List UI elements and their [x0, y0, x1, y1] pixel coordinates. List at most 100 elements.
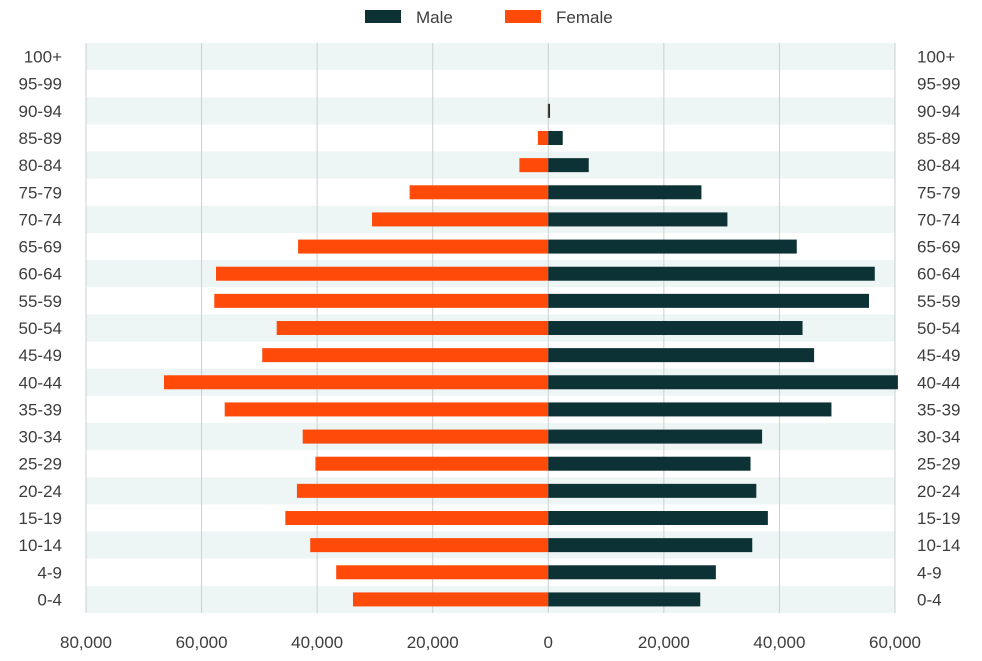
row-band: [86, 97, 895, 125]
category-label-right: 20-24: [917, 482, 960, 501]
right-category-labels: 100+ 95-99 90-94 85-89 80-84 75-79 70-74 65-69 6…: [917, 48, 960, 610]
category-label-left: 75-79: [19, 183, 62, 202]
category-label-right: 80-84: [917, 156, 960, 175]
female-bar: [296, 483, 549, 498]
female-bar: [372, 212, 549, 227]
left-category-labels: 100+ 95-99 90-94 85-89 80-84 75-79 70-74 65-69 6…: [19, 48, 63, 610]
category-label-left: 55-59: [19, 292, 62, 311]
female-series-bars: [164, 103, 549, 607]
male-bar: [548, 293, 869, 308]
legend-swatch: [505, 10, 541, 23]
category-label-left: 80-84: [19, 156, 62, 175]
category-label-right: 60-64: [917, 265, 960, 284]
category-label-right: 30-34: [917, 428, 960, 447]
x-tick-label: 80,000: [60, 633, 112, 652]
category-label-right: 90-94: [917, 102, 960, 121]
male-bar: [548, 103, 551, 118]
category-label-right: 70-74: [917, 210, 960, 229]
male-bar: [548, 375, 898, 390]
row-band: [86, 124, 895, 152]
category-label-right: 75-79: [917, 183, 960, 202]
category-label-left: 50-54: [19, 319, 62, 338]
x-tick-label: 40,000: [753, 633, 805, 652]
category-label-left: 95-99: [19, 75, 62, 94]
male-bar: [548, 402, 832, 417]
x-axis-tick-labels: 80,000 60,000 40,000 20,000 0 20,000 40,000 60,…: [60, 633, 921, 652]
male-bar: [548, 266, 875, 281]
female-bar: [214, 293, 549, 308]
category-label-right: 65-69: [917, 238, 960, 257]
category-label-left: 70-74: [19, 210, 62, 229]
female-bar: [315, 456, 549, 471]
male-bar: [548, 131, 563, 145]
category-label-left: 0-4: [37, 590, 62, 609]
female-bar: [262, 348, 549, 363]
male-bar: [548, 239, 797, 254]
x-tick-label: 20,000: [638, 633, 690, 652]
category-label-left: 15-19: [19, 509, 62, 528]
legend-swatch: [365, 10, 401, 23]
x-tick-label: 20,000: [407, 633, 459, 652]
male-bar: [548, 538, 753, 553]
row-bands: [86, 43, 895, 613]
category-label-right: 50-54: [917, 319, 960, 338]
category-label-left: 60-64: [19, 265, 62, 284]
category-label-right: 85-89: [917, 129, 960, 148]
category-label-left: 4-9: [37, 563, 62, 582]
female-bar: [519, 158, 549, 173]
category-label-left: 90-94: [19, 102, 62, 121]
category-label-left: 45-49: [19, 346, 62, 365]
female-bar: [164, 375, 549, 390]
male-bar: [548, 429, 763, 444]
row-band: [86, 151, 895, 179]
category-label-right: 55-59: [917, 292, 960, 311]
category-label-left: 25-29: [19, 455, 62, 474]
category-label-left: 35-39: [19, 400, 62, 419]
category-label-right: 95-99: [917, 75, 960, 94]
legend-label: Female: [556, 8, 613, 27]
female-bar: [216, 266, 549, 281]
category-label-right: 25-29: [917, 455, 960, 474]
category-label-right: 35-39: [917, 400, 960, 419]
male-bar: [548, 592, 701, 607]
male-bar: [548, 321, 803, 335]
row-band: [86, 43, 895, 71]
female-bar: [276, 321, 549, 335]
category-label-right: 15-19: [917, 509, 960, 528]
category-label-right: 45-49: [917, 346, 960, 365]
category-label-left: 65-69: [19, 238, 62, 257]
male-bar: [548, 158, 589, 173]
male-bar: [548, 212, 728, 227]
legend: Male Female: [365, 8, 613, 27]
female-bar: [336, 565, 549, 580]
x-tick-label: 0: [544, 633, 553, 652]
category-label-right: 4-9: [917, 563, 942, 582]
male-bar: [548, 483, 757, 498]
category-label-right: 0-4: [917, 590, 942, 609]
category-label-left: 100+: [24, 48, 62, 67]
category-label-right: 100+: [917, 48, 955, 67]
category-label-left: 85-89: [19, 129, 62, 148]
female-bar: [224, 402, 549, 417]
category-label-right: 40-44: [917, 373, 960, 392]
x-tick-label: 60,000: [869, 633, 921, 652]
category-label-left: 40-44: [19, 373, 62, 392]
row-band: [86, 70, 895, 98]
female-bar: [352, 592, 549, 607]
category-label-left: 30-34: [19, 428, 62, 447]
category-label-left: 10-14: [19, 536, 62, 555]
category-label-left: 20-24: [19, 482, 62, 501]
x-tick-label: 40,000: [291, 633, 343, 652]
category-label-right: 10-14: [917, 536, 960, 555]
female-bar: [310, 538, 549, 553]
female-bar: [537, 131, 549, 145]
male-bar: [548, 348, 815, 363]
male-bar: [548, 456, 751, 471]
x-tick-label: 60,000: [176, 633, 228, 652]
female-bar: [285, 511, 549, 525]
legend-label: Male: [416, 8, 453, 27]
female-bar: [302, 429, 549, 444]
female-bar: [298, 239, 549, 254]
